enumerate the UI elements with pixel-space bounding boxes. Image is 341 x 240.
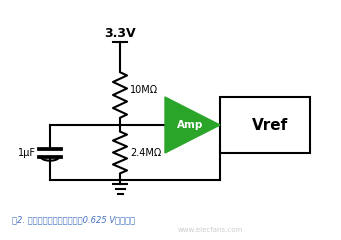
Polygon shape <box>165 97 220 153</box>
Text: 2.4MΩ: 2.4MΩ <box>130 148 161 157</box>
Text: 10MΩ: 10MΩ <box>130 85 158 95</box>
Text: 1μF: 1μF <box>18 148 36 157</box>
Text: Amp: Amp <box>177 120 204 130</box>
Text: 3.3V: 3.3V <box>104 27 136 40</box>
Text: Vref: Vref <box>252 118 288 132</box>
Text: www.elecfans.com: www.elecfans.com <box>177 227 243 233</box>
Text: 图2. 电阻分压器和缓冲器产生0.625 V基准电压: 图2. 电阻分压器和缓冲器产生0.625 V基准电压 <box>12 216 135 224</box>
Bar <box>220 97 310 153</box>
